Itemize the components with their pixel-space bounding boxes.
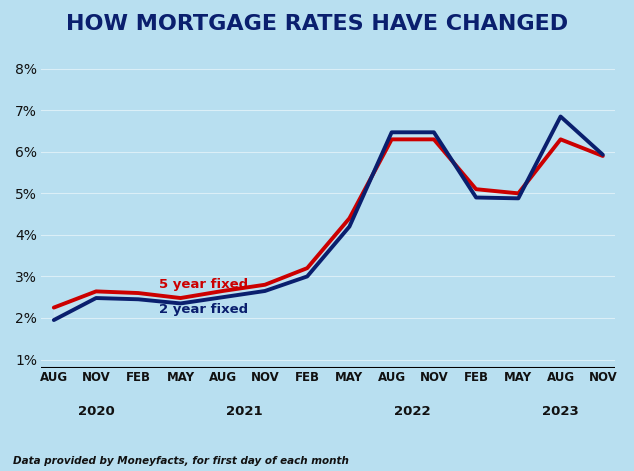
Text: Data provided by Moneyfacts, for first day of each month: Data provided by Moneyfacts, for first d… <box>13 456 349 466</box>
Text: 2023: 2023 <box>542 406 579 418</box>
Text: 5 year fixed: 5 year fixed <box>159 278 249 291</box>
Text: 2 year fixed: 2 year fixed <box>159 303 249 316</box>
Text: 2022: 2022 <box>394 406 431 418</box>
Text: 2021: 2021 <box>226 406 262 418</box>
Text: 2020: 2020 <box>78 406 115 418</box>
Text: HOW MORTGAGE RATES HAVE CHANGED: HOW MORTGAGE RATES HAVE CHANGED <box>66 14 568 34</box>
